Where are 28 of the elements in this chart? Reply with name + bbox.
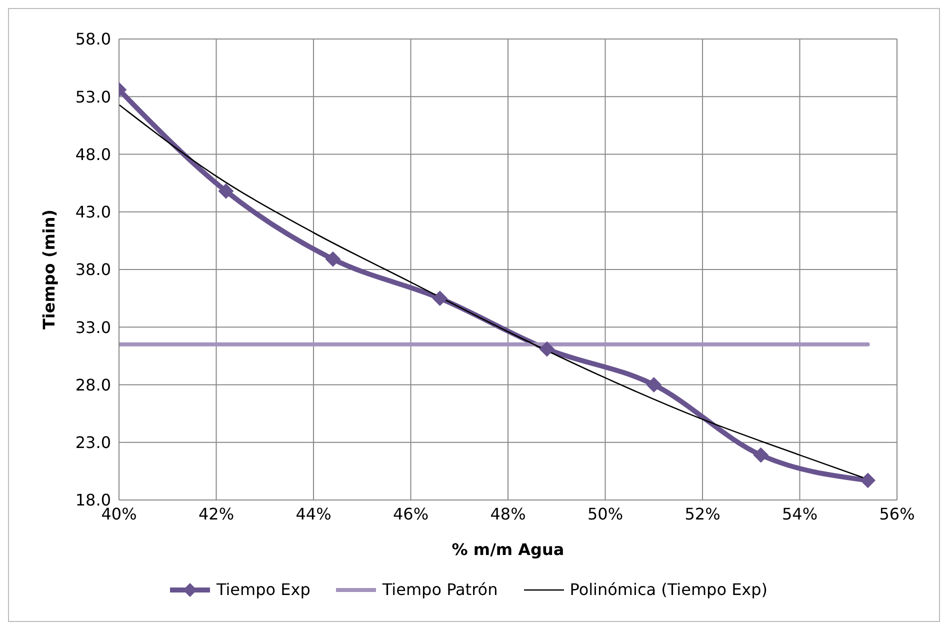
y-tick-label: 23.0 — [75, 433, 111, 452]
y-tick-label: 28.0 — [75, 375, 111, 394]
point — [860, 472, 876, 488]
y-tick-label: 38.0 — [75, 260, 111, 280]
y-tick-label: 33.0 — [75, 318, 111, 337]
x-tick-label: 42% — [198, 504, 234, 524]
x-tick-label: 52% — [684, 504, 720, 524]
point — [539, 342, 554, 357]
legend-label: Tiempo Exp — [216, 580, 310, 599]
x-tick-label: 44% — [296, 504, 332, 524]
point — [218, 184, 234, 199]
point — [753, 448, 768, 463]
y-tick-label: 48.0 — [75, 144, 111, 164]
legend-label: Polinómica (Tiempo Exp) — [570, 580, 768, 599]
point — [432, 290, 448, 306]
x-tick-label: 50% — [587, 504, 624, 524]
legend-label: Tiempo Patrón — [382, 580, 498, 599]
point — [325, 252, 340, 267]
y-tick-label: 43.0 — [75, 202, 111, 222]
x-tick-label: 46% — [392, 504, 429, 524]
y-tick-label: 58.0 — [75, 30, 111, 49]
point — [646, 377, 662, 392]
x-tick-label: 56% — [879, 504, 915, 524]
x-tick-label: 48% — [490, 504, 526, 524]
x-tick-label: 54% — [782, 504, 818, 524]
x-axis-title: % m/m Agua — [452, 540, 564, 559]
y-tick-label: 53.0 — [75, 87, 111, 106]
y-axis-title: Tiempo (min) — [40, 209, 59, 330]
